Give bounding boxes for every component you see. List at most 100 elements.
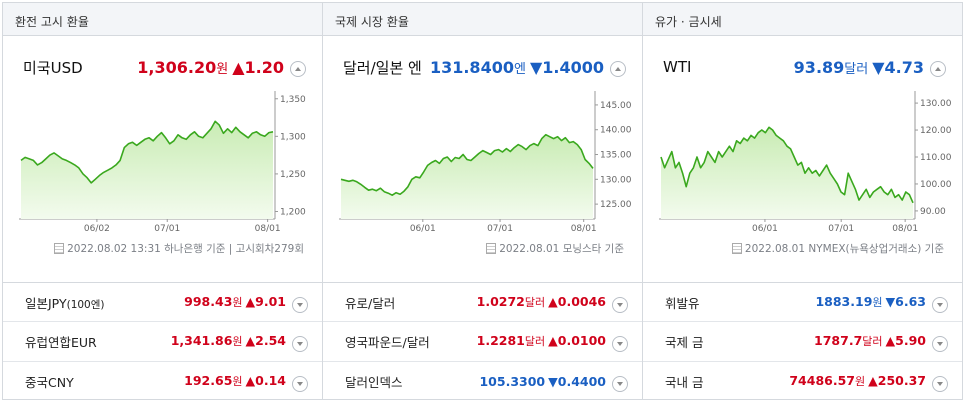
up-arrow-icon: ▲	[885, 333, 896, 349]
item-values: 192.65원 ▲0.14	[74, 373, 286, 389]
panel-oil-gold: 유가 · 금시세 WTI 93.89달러 ▼4.73 130.00 120.00 11…	[643, 3, 962, 399]
x-tick-label: 06/01	[410, 224, 436, 234]
collapse-toggle-icon[interactable]	[610, 61, 626, 77]
expand-toggle-icon[interactable]	[932, 336, 948, 353]
main-quote-unit: 달러	[844, 61, 869, 77]
item-unit: 달러	[524, 335, 546, 349]
list-item[interactable]: 일본JPY(100엔) 998.43원 ▲9.01	[3, 283, 322, 323]
tab-exchange-notice[interactable]: 환전 고시 환율	[3, 3, 322, 36]
item-change-value: 2.54	[255, 333, 286, 349]
item-unit: 원	[872, 296, 883, 310]
item-name-text: 유로/달러	[345, 295, 396, 311]
tab-oil-gold[interactable]: 유가 · 금시세	[643, 3, 962, 36]
expand-toggle-icon[interactable]	[932, 376, 948, 393]
item-value: 998.43	[184, 294, 233, 310]
item-name-text: 국제 금	[665, 334, 704, 350]
item-value: 1,341.86	[170, 333, 233, 349]
up-arrow-icon: ▲	[245, 373, 256, 389]
list-item[interactable]: 유로/달러 1.0272달러 ▲0.0046	[323, 283, 642, 323]
expand-toggle-icon[interactable]	[292, 336, 308, 353]
expand-toggle-icon[interactable]	[292, 297, 308, 314]
item-unit: 원	[855, 375, 866, 389]
item-change: ▲0.0100	[548, 333, 606, 348]
item-value: 1.0272	[476, 294, 525, 310]
document-icon	[486, 243, 497, 254]
y-tick-label: 110.00	[920, 153, 952, 163]
expand-toggle-icon[interactable]	[612, 376, 628, 393]
item-name: 유럽연합EUR	[25, 332, 97, 351]
item-change-value: 250.37	[877, 373, 926, 389]
item-values: 74486.57원 ▲250.37	[703, 373, 926, 389]
collapse-toggle-icon[interactable]	[290, 61, 306, 77]
item-name-text: 중국CNY	[25, 374, 74, 390]
main-quote-values: 1,306.20원 ▲1.20	[83, 58, 284, 77]
up-arrow-icon: ▲	[245, 333, 256, 349]
source-note: 2022.08.01 NYMEX(뉴욕상업거래소) 기준	[731, 241, 944, 256]
list-item[interactable]: 유럽연합EUR 1,341.86원 ▲2.54	[3, 322, 322, 362]
document-icon	[54, 243, 65, 254]
y-tick-label: 100.00	[920, 180, 952, 190]
list-item[interactable]: 달러인덱스 105.3300 ▼0.4400	[323, 362, 642, 401]
item-unit: 달러	[862, 335, 883, 349]
x-tick-label: 08/01	[255, 224, 281, 234]
series-area	[21, 121, 273, 219]
down-arrow-icon: ▼	[885, 294, 896, 310]
main-quote-price: 131.8400	[429, 57, 514, 77]
main-quote[interactable]: 미국USD 1,306.20원 ▲1.20	[23, 53, 306, 81]
list-item[interactable]: 영국파운드/달러 1.2281달러 ▲0.0100	[323, 322, 642, 362]
item-value: 1787.7	[814, 333, 863, 349]
item-change: ▲2.54	[246, 333, 286, 348]
main-quote-change: ▼4.73	[872, 58, 924, 77]
main-quote-change-value: 1.4000	[542, 57, 604, 77]
main-quote[interactable]: 달러/일본 엔 131.8400엔 ▼1.4000	[343, 53, 626, 81]
item-name: 달러인덱스	[345, 372, 403, 391]
up-arrow-icon: ▲	[548, 333, 558, 349]
down-arrow-icon: ▼	[872, 57, 885, 77]
item-values: 1787.7달러 ▲5.90	[703, 333, 926, 349]
expand-toggle-icon[interactable]	[612, 297, 628, 314]
collapse-toggle-icon[interactable]	[930, 61, 946, 77]
x-tick-label: 07/01	[828, 224, 854, 234]
usd-chart: 1,350 1,300 1,250 1,200 06/02 07/01 08/01	[19, 91, 306, 234]
list-item[interactable]: 휘발유 1883.19원 ▼6.63	[643, 283, 962, 323]
item-name-text: 휘발유	[665, 295, 700, 311]
x-tick-label: 08/01	[571, 224, 597, 234]
x-tick-label: 06/02	[84, 224, 110, 234]
expand-toggle-icon[interactable]	[612, 336, 628, 353]
y-tick-label: 1,350	[280, 95, 306, 105]
item-values: 998.43원 ▲9.01	[105, 294, 286, 310]
y-tick-label: 145.00	[600, 101, 632, 111]
quote-list: 일본JPY(100엔) 998.43원 ▲9.01 유럽연합EUR 1,341.86원 ▲…	[3, 282, 322, 399]
main-quote-values: 131.8400엔 ▼1.4000	[422, 58, 604, 77]
document-icon	[731, 243, 742, 254]
expand-toggle-icon[interactable]	[292, 376, 308, 393]
item-change-value: 0.0046	[557, 294, 606, 310]
y-tick-label: 130.00	[600, 175, 632, 185]
list-item[interactable]: 중국CNY 192.65원 ▲0.14	[3, 362, 322, 401]
main-quote-price: 1,306.20	[137, 57, 217, 77]
series-area	[341, 134, 593, 219]
list-item[interactable]: 국내 금 74486.57원 ▲250.37	[643, 362, 962, 401]
down-arrow-icon: ▼	[529, 57, 543, 77]
tab-intl-market[interactable]: 국제 시장 환율	[323, 3, 642, 36]
panel-intl-market: 국제 시장 환율 달러/일본 엔 131.8400엔 ▼1.4000 145.00…	[323, 3, 643, 399]
item-name-text: 영국파운드/달러	[345, 334, 430, 350]
item-change-value: 9.01	[255, 294, 286, 310]
main-quote-unit: 원	[216, 61, 229, 77]
expand-toggle-icon[interactable]	[932, 297, 948, 314]
item-unit: 원	[232, 335, 243, 349]
item-values: 1,341.86원 ▲2.54	[97, 333, 286, 349]
main-quote[interactable]: WTI 93.89달러 ▼4.73	[663, 53, 946, 81]
item-value: 1883.19	[815, 294, 873, 310]
item-change-value: 5.90	[895, 333, 926, 349]
item-unit: 원	[232, 375, 243, 389]
y-tick-label: 90.00	[920, 207, 946, 217]
source-note: 2022.08.02 13:31 하나은행 기준 | 고시회차279회	[54, 241, 304, 256]
series-line	[660, 126, 914, 204]
y-tick-label: 1,250	[280, 170, 306, 180]
item-change: ▼0.4400	[548, 374, 606, 389]
item-value: 192.65	[184, 373, 233, 389]
item-name-text: 국내 금	[665, 374, 704, 390]
list-item[interactable]: 국제 금 1787.7달러 ▲5.90	[643, 322, 962, 362]
main-quote-unit: 엔	[513, 61, 526, 77]
